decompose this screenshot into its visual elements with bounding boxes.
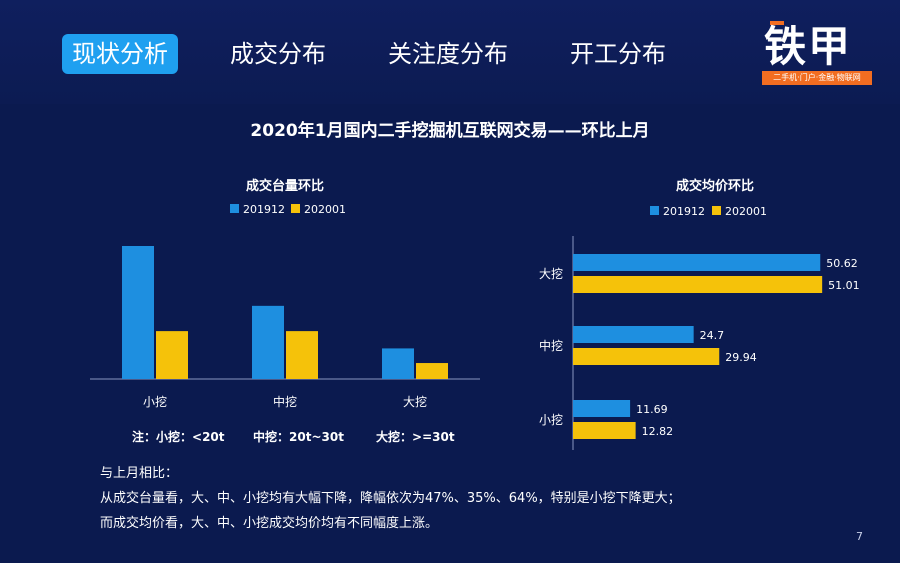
tab-status-analysis[interactable]: 现状分析 (62, 34, 178, 74)
chart2-legend-swatch-201912 (650, 206, 659, 215)
chart1-title: 成交台量环比 (246, 178, 324, 194)
chart1-bar-201912-0 (122, 246, 154, 379)
chart2-tick-label-0: 大挖 (539, 266, 563, 281)
footnote-large: 大挖：>=30t (376, 428, 455, 445)
logo-mark-icon (770, 21, 784, 25)
chart1-tick-label-2: 大挖 (403, 394, 427, 409)
page-title: 2020年1月国内二手挖掘机互联网交易——环比上月 (250, 121, 650, 141)
chart2-data-label-201912-1: 24.7 (700, 329, 725, 342)
chart1-tick-label-0: 小挖 (143, 394, 167, 409)
footnote-small-label: 注：小挖： (132, 430, 193, 444)
chart2-bar-201912-0 (573, 254, 821, 271)
page-number: 7 (856, 530, 863, 543)
chart2-bar-201912-2 (573, 400, 631, 417)
summary-line-1: 从成交台量看，大、中、小挖均有大幅下降，降幅依次为47%、35%、64%，特别是… (100, 491, 681, 506)
footnote-small-value: <20t (192, 430, 225, 444)
chart2-legend-swatch-202001 (712, 206, 721, 215)
chart1-bar-202001-0 (156, 331, 188, 379)
chart2-bar-202001-1 (573, 348, 720, 365)
summary-line-2: 而成交均价看，大、中、小挖成交均价均有不同幅度上涨。 (100, 516, 439, 531)
chart2-title: 成交均价环比 (676, 178, 754, 194)
footnote-medium-value: 20t~30t (289, 430, 344, 444)
chart1-legend-label-201912: 201912 (243, 203, 285, 216)
chart1-bar-202001-1 (286, 331, 318, 379)
chart2-data-label-202001-2: 12.82 (642, 425, 674, 438)
brand-logo[interactable]: 铁甲 二手机·门户·金融·物联网 (762, 13, 872, 87)
footnote-large-value: >=30t (412, 430, 455, 444)
tab-attention-distribution[interactable]: 关注度分布 (388, 40, 508, 68)
footnote-medium: 中挖：20t~30t (253, 428, 344, 445)
chart1-legend-swatch-202001 (291, 204, 300, 213)
logo-subtitle: 二手机·门户·金融·物联网 (762, 71, 872, 85)
tab-operation-distribution[interactable]: 开工分布 (570, 40, 666, 68)
summary-heading: 与上月相比： (100, 466, 179, 481)
chart1-bar-201912-2 (382, 348, 414, 379)
chart2-data-label-201912-0: 50.62 (826, 257, 858, 270)
chart1-legend-label-202001: 202001 (304, 203, 346, 216)
footnote-medium-label: 中挖： (253, 430, 290, 444)
chart2-data-label-202001-1: 29.94 (725, 351, 757, 364)
chart1-bar-201912-1 (252, 305, 284, 379)
chart2-data-label-202001-0: 51.01 (828, 279, 860, 292)
chart1-bar-202001-2 (416, 363, 448, 379)
chart1-tick-label-1: 中挖 (273, 394, 297, 409)
footnote-small: 注：小挖：<20t (132, 428, 225, 445)
chart2-legend-label-202001: 202001 (725, 205, 767, 218)
chart2-legend-label-201912: 201912 (663, 205, 705, 218)
chart2-data-label-201912-2: 11.69 (636, 403, 668, 416)
chart2-bar-201912-1 (573, 326, 694, 343)
tab-transaction-distribution[interactable]: 成交分布 (230, 40, 326, 68)
chart2-tick-label-2: 小挖 (539, 412, 563, 427)
chart1-legend-swatch-201912 (230, 204, 239, 213)
logo-text: 铁甲 (764, 22, 853, 71)
chart2-bar-202001-2 (573, 422, 636, 439)
footnote-large-label: 大挖： (376, 430, 413, 444)
chart2-tick-label-1: 中挖 (539, 338, 563, 353)
chart2-bar-202001-0 (573, 276, 823, 293)
